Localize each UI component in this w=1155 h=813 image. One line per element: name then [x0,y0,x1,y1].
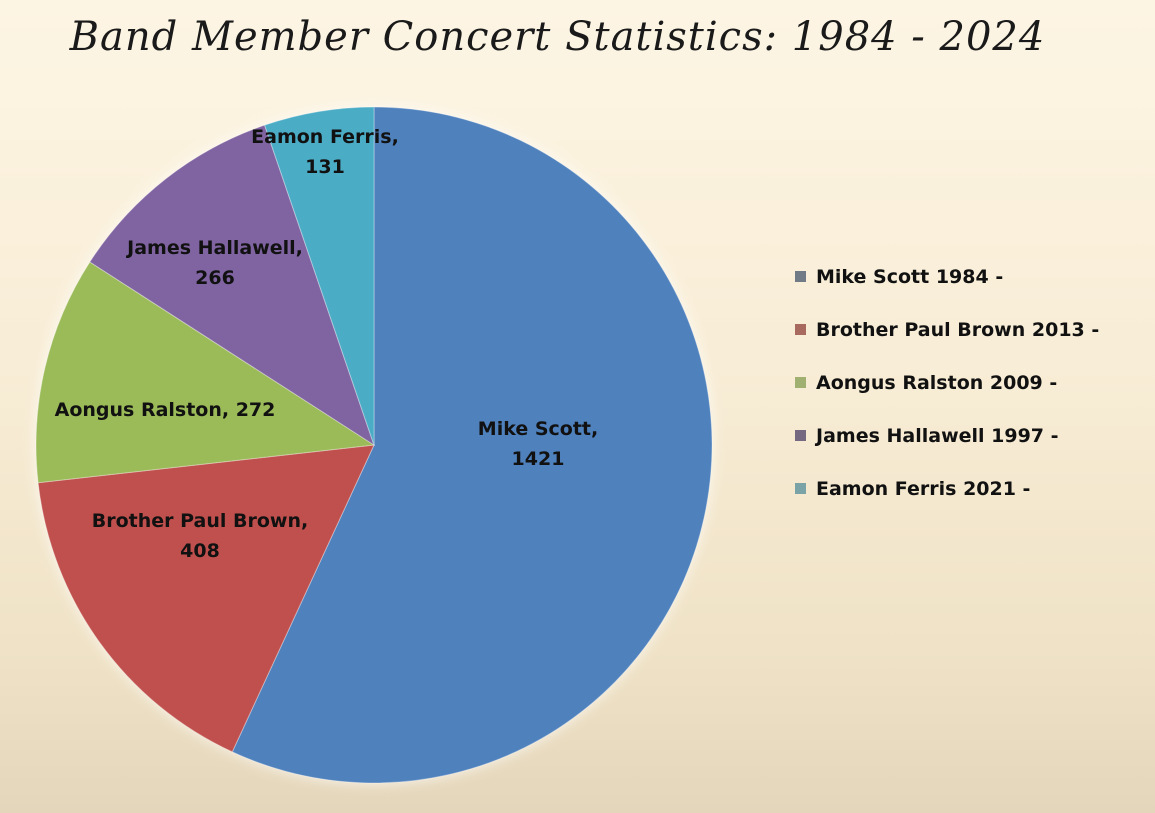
pie-slice-eamon-ferris [263,106,375,446]
slice-label-brother-paul-brown: Brother Paul Brown, 408 [92,510,308,562]
pie-slices [35,106,713,784]
legend-item: Eamon Ferris 2021 - [795,462,1145,515]
pie-slice-brother-paul-brown [37,444,375,753]
legend-swatch [795,430,806,441]
legend-swatch [795,324,806,335]
legend-label: Aongus Ralston 2009 - [816,371,1058,394]
legend-label: James Hallawell 1997 - [816,424,1059,447]
slice-label-james-hallawell: James Hallawell, 266 [125,237,303,289]
legend-label: Brother Paul Brown 2013 - [816,318,1100,341]
legend-label: Mike Scott 1984 - [816,265,1004,288]
legend-swatch [795,483,806,494]
slice-label-mike-scott: Mike Scott, 1421 [478,418,598,470]
legend-swatch [795,377,806,388]
legend: Mike Scott 1984 - Brother Paul Brown 2013… [795,250,1145,515]
slice-label-aongus-ralston: Aongus Ralston, 272 [55,399,276,421]
pie-slice-james-hallawell [89,124,375,447]
legend-item: Mike Scott 1984 - [795,250,1145,303]
legend-item: Brother Paul Brown 2013 - [795,303,1145,356]
slice-label-eamon-ferris: Eamon Ferris, 131 [251,126,399,178]
legend-item: James Hallawell 1997 - [795,409,1145,462]
legend-label: Eamon Ferris 2021 - [816,477,1031,500]
chart-title: Band Member Concert Statistics: 1984 - 2… [69,14,1046,60]
legend-swatch [795,271,806,282]
legend-item: Aongus Ralston 2009 - [795,356,1145,409]
pie-slice-aongus-ralston [35,261,376,484]
pie-labels: Mike Scott, 1421 Brother Paul Brown, 408 Aon… [55,126,599,562]
pie-slice-mike-scott [231,106,713,784]
